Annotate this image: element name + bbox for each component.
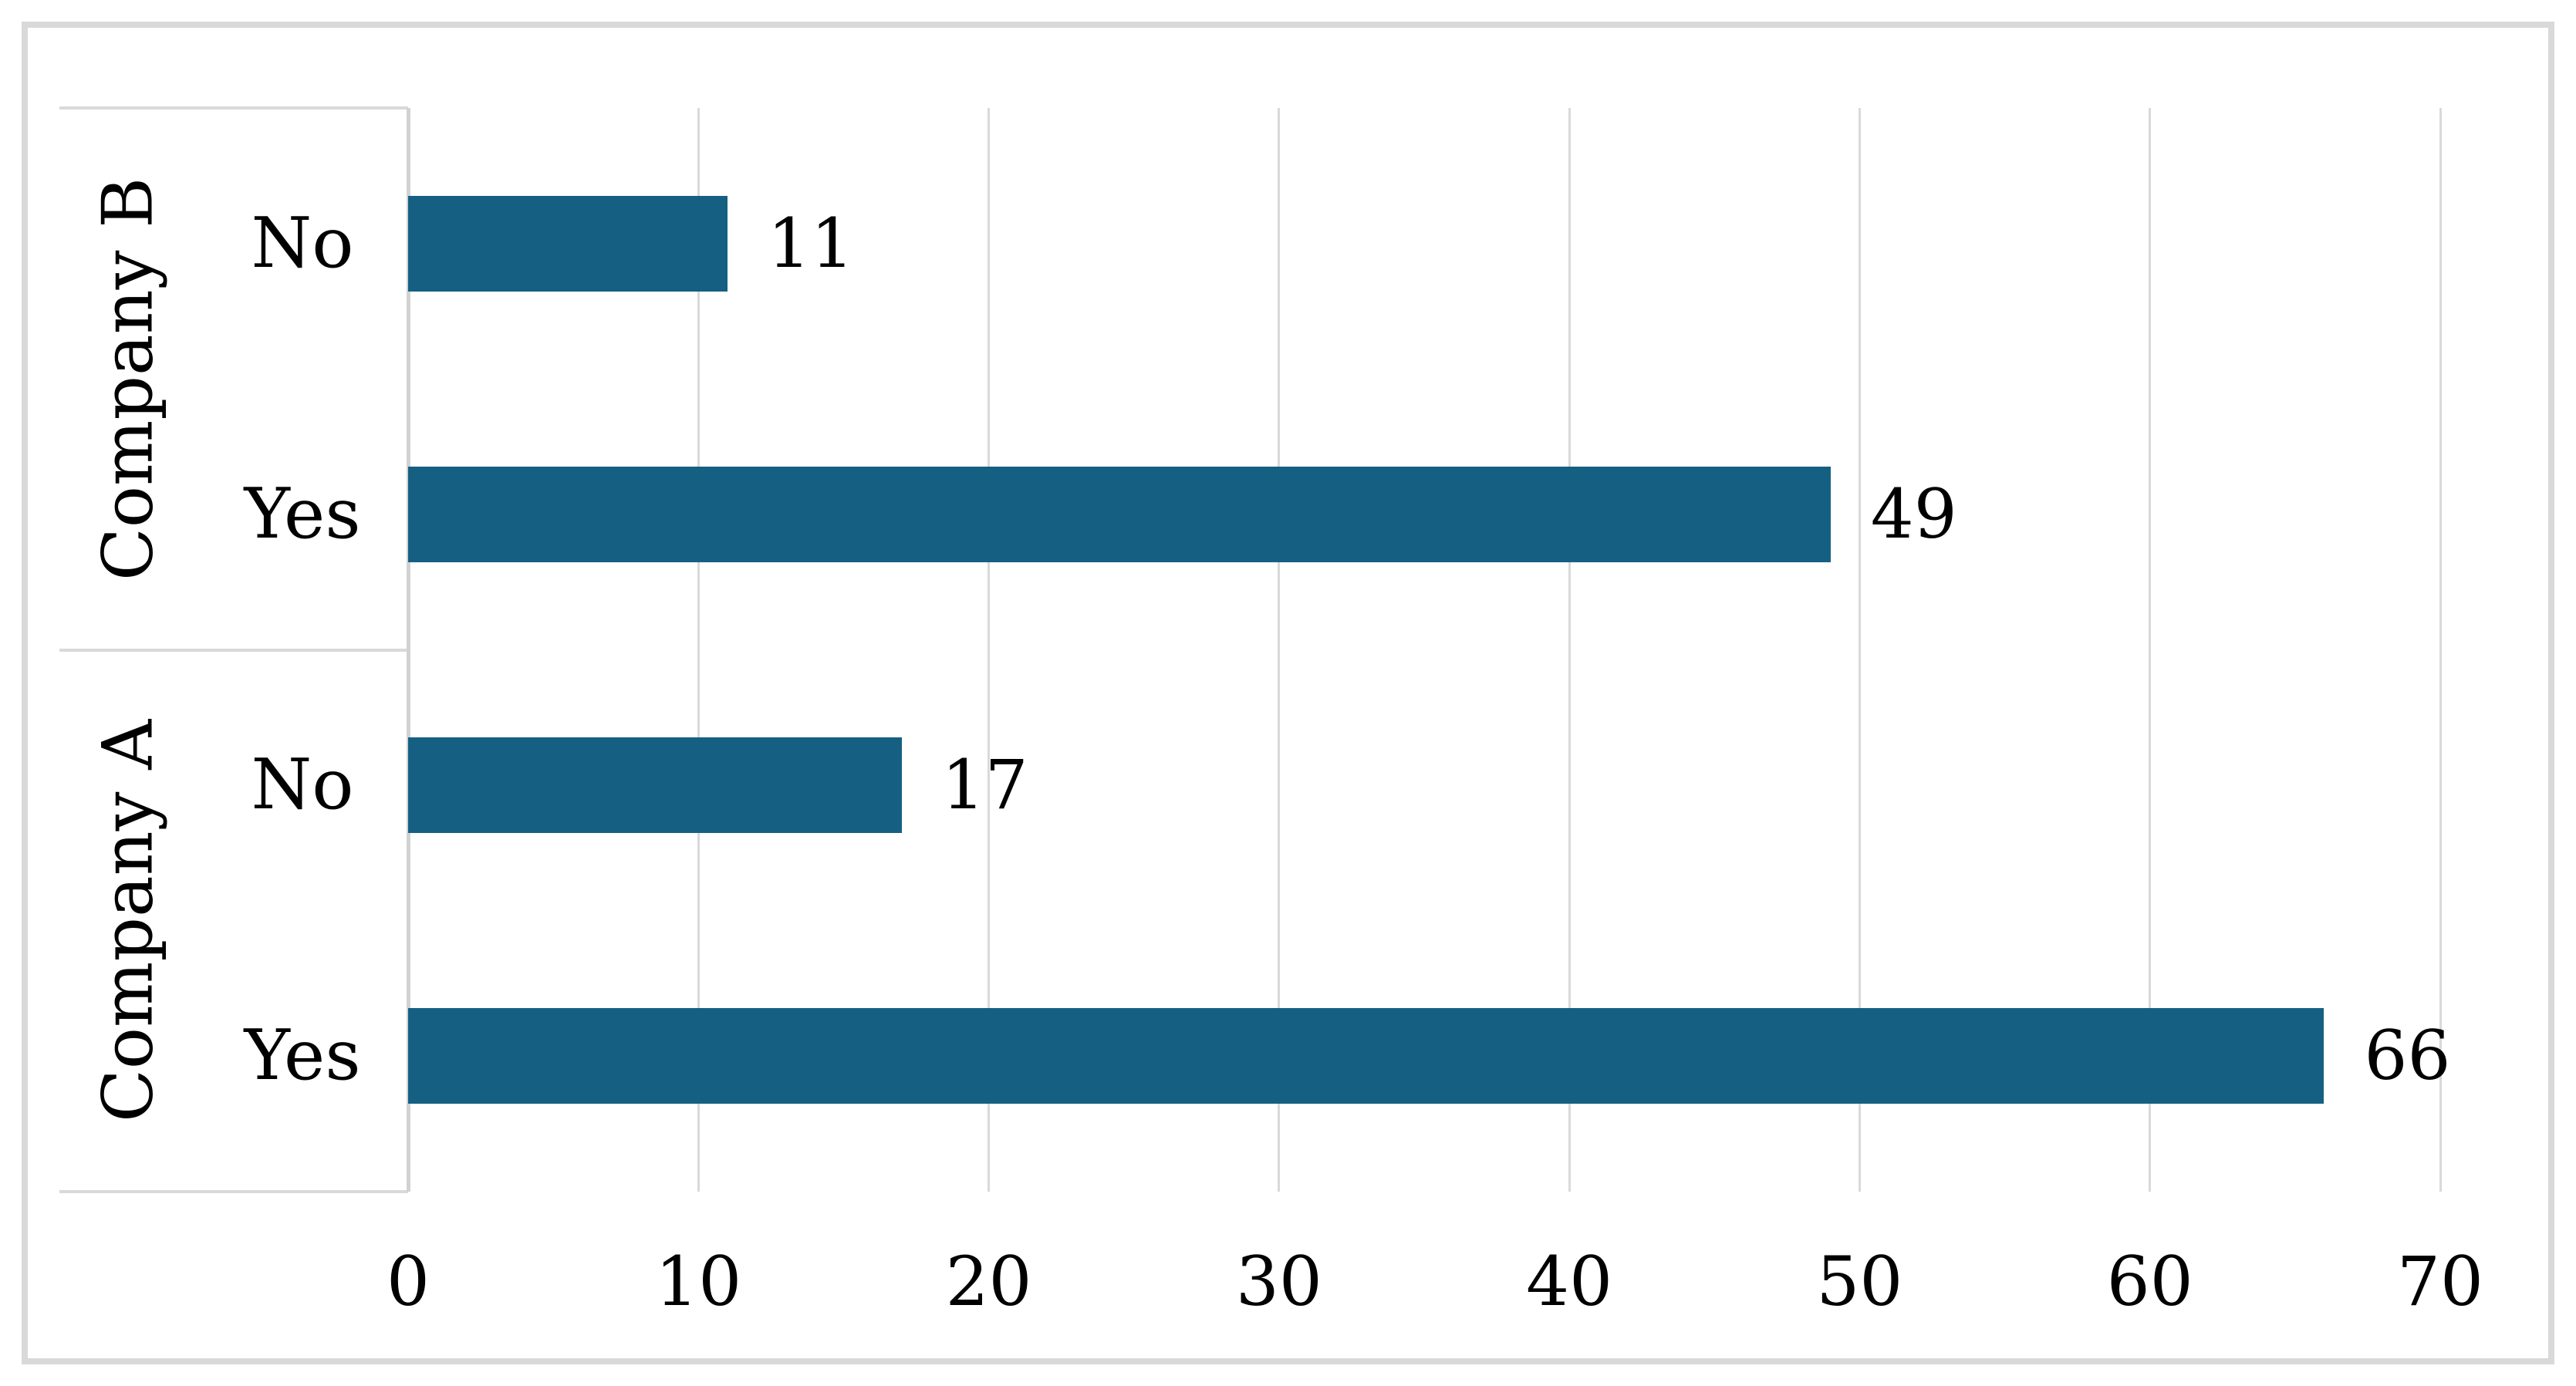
group-label-company-b: Company B — [87, 177, 169, 581]
x-tick-label-10: 10 — [655, 1242, 742, 1321]
gridline-40 — [1568, 108, 1571, 1192]
category-label-no-2: No — [251, 744, 354, 826]
category-frame-line-0 — [59, 106, 408, 110]
bar-company-a-yes — [408, 1008, 2324, 1104]
bar-company-b-yes — [408, 466, 1831, 562]
gridline-70 — [2439, 108, 2442, 1192]
x-tick-label-20: 20 — [945, 1242, 1032, 1321]
bar-company-a-no — [408, 737, 902, 834]
x-tick-label-40: 40 — [1526, 1242, 1613, 1321]
gridline-30 — [1278, 108, 1281, 1192]
category-label-no-0: No — [251, 202, 354, 284]
x-tick-label-70: 70 — [2397, 1242, 2483, 1321]
category-label-yes-3: Yes — [244, 1015, 361, 1097]
gridline-20 — [988, 108, 991, 1192]
category-axis-line — [406, 108, 410, 1192]
bar-value-label: 17 — [941, 745, 1028, 825]
bar-value-label: 11 — [767, 203, 854, 283]
bar-value-label: 66 — [2364, 1016, 2451, 1096]
group-label-company-a: Company A — [87, 719, 169, 1122]
gridline-10 — [697, 108, 700, 1192]
category-frame-line-2 — [59, 1190, 408, 1193]
x-tick-label-0: 0 — [387, 1242, 430, 1321]
x-tick-label-50: 50 — [1816, 1242, 1903, 1321]
x-tick-label-60: 60 — [2106, 1242, 2193, 1321]
gridline-60 — [2149, 108, 2152, 1192]
category-frame-line-1 — [59, 648, 408, 652]
bar-value-label: 49 — [1870, 474, 1957, 554]
x-tick-label-30: 30 — [1235, 1242, 1322, 1321]
bar-company-b-no — [408, 195, 728, 292]
category-label-yes-1: Yes — [244, 473, 361, 555]
gridline-50 — [1858, 108, 1861, 1192]
